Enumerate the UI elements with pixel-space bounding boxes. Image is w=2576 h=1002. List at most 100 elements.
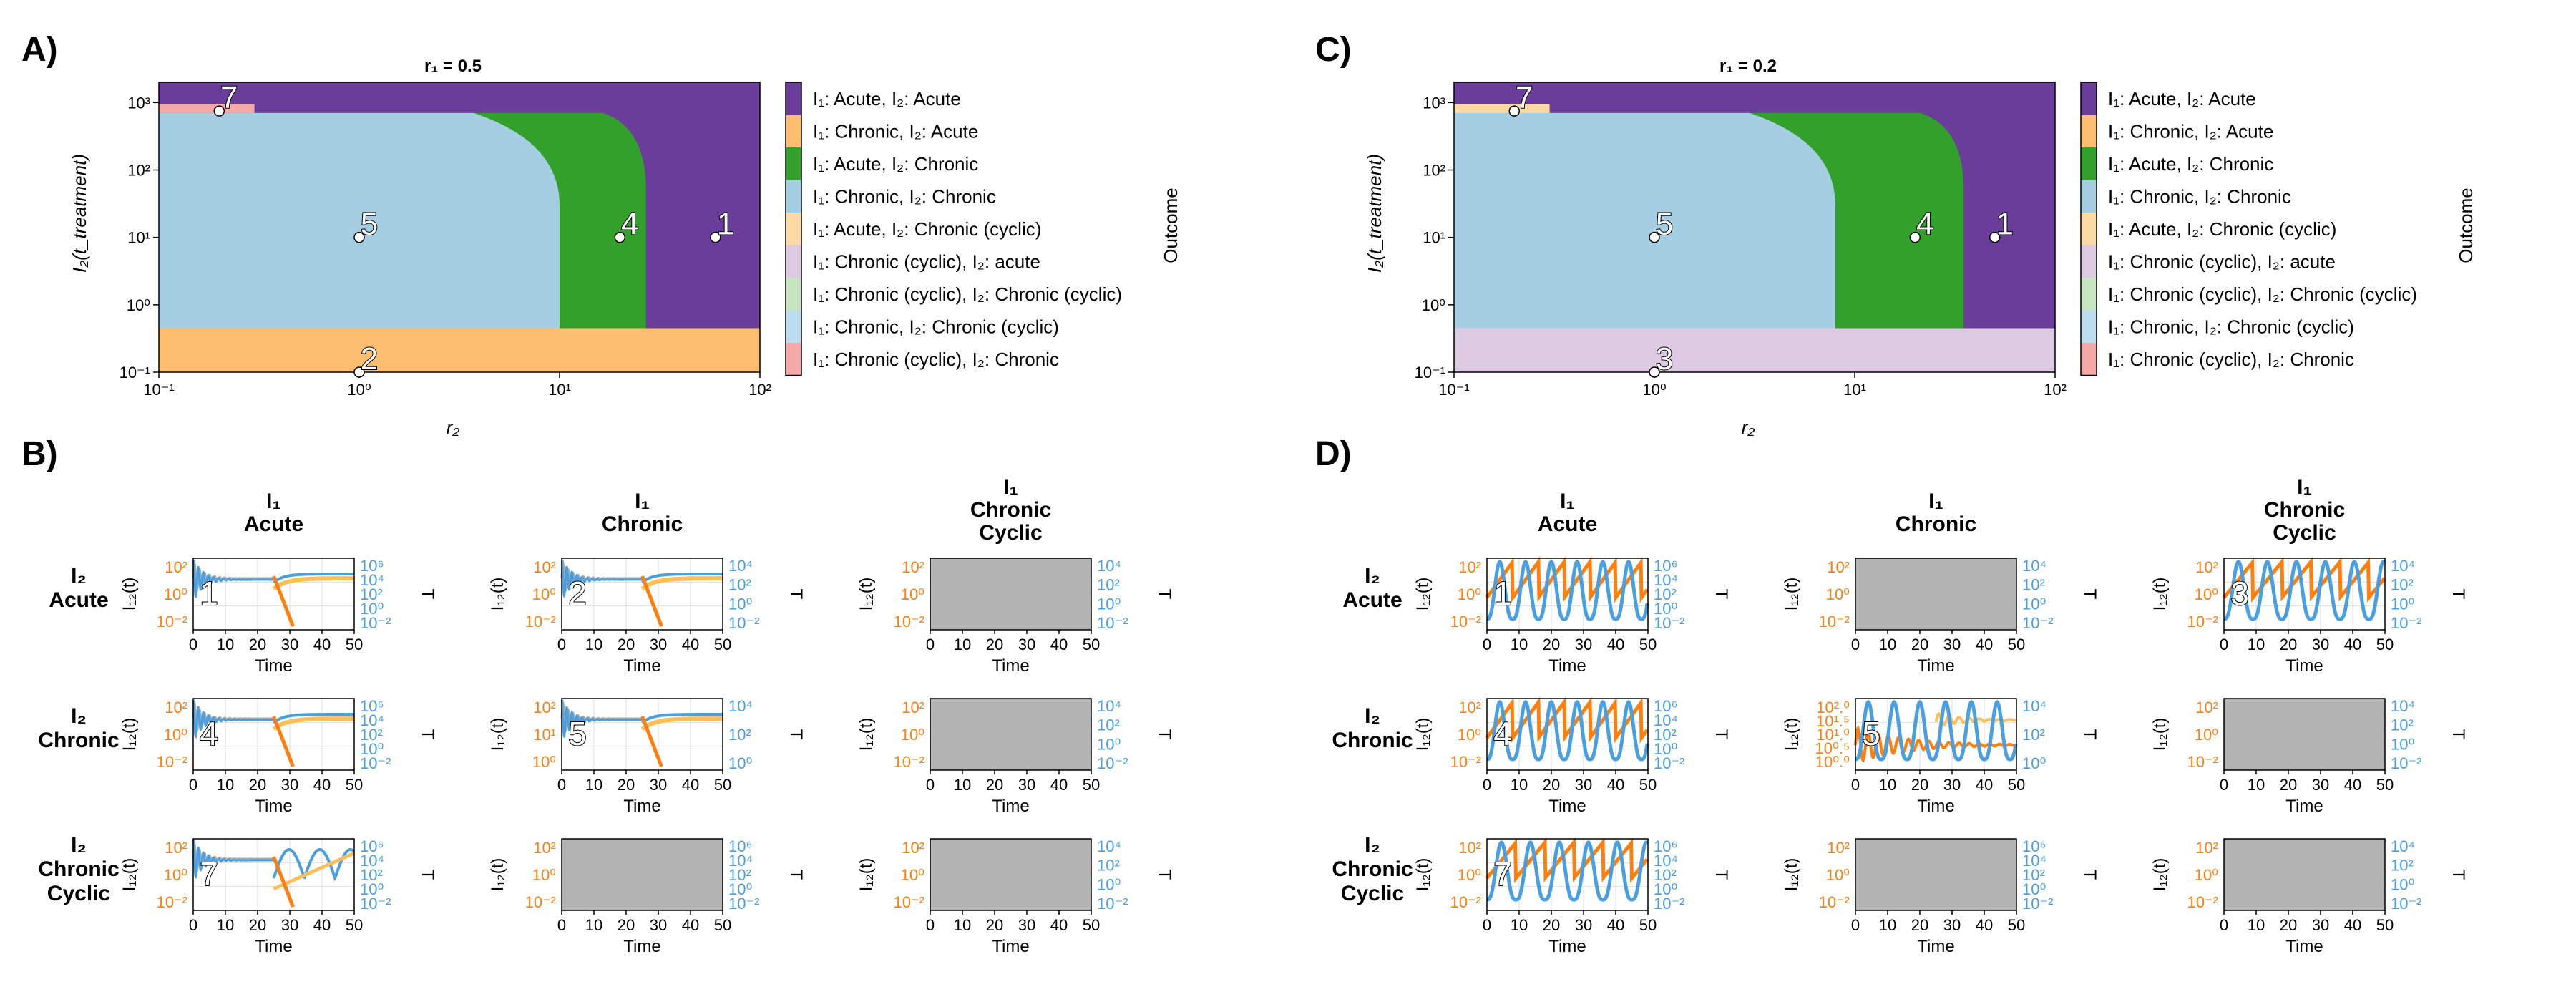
y2-axis-label: T [786,729,806,740]
region-top-strip [159,104,255,113]
left-tick-label: 10⁰ [901,585,924,603]
x-tick-label: 10 [1879,636,1896,653]
right-tick-label: 10⁶ [1654,697,1678,715]
x-tick-label: 50 [2008,776,2025,794]
panel-letter-c: C) [1315,31,1352,69]
legend-c-title: Outcome [2455,188,2477,263]
x-tick-label: 20 [249,776,266,794]
heatmap-a: 10⁻¹ 10⁰ 10¹ 10² 10⁻¹ 10⁰ 10¹ 10² 10³ 7 5 4 1 2 [119,79,771,399]
x-tick-label: 20 [986,916,1003,934]
y2-axis-label: T [1155,729,1174,740]
legend-label: I₁: Acute, I₂: Chronic [2108,153,2273,175]
left-tick-label: 10² [533,558,556,576]
x-tick-label: 10 [2248,636,2265,653]
legend-swatch [786,180,801,213]
right-tick-label: 10⁴ [360,711,384,729]
right-tick-label: 10⁻² [360,754,391,772]
series-i1 [1485,556,1649,603]
y-axis-label: I₁₂(t) [857,578,876,611]
cell-frame [2223,558,2386,631]
left-tick-label: 10⁰ [532,866,556,884]
x-tick-label: 10 [2248,916,2265,934]
y-axis-label: I₁₂(t) [488,578,507,611]
col-header: I₁ [1003,475,1018,499]
col-header: Chronic [2264,498,2345,522]
legend-swatch [2081,278,2097,311]
x-tick-label: 10¹ [1843,381,1866,399]
y-tick-label: 10⁻¹ [1415,364,1445,381]
legend-label: I₁: Chronic, I₂: Chronic (cyclic) [813,316,1059,338]
left-tick-label: 10⁰ [1458,585,1481,603]
x-tick-label: 50 [346,636,363,653]
right-tick-label: 10² [2022,726,2045,744]
row-header: I₂ [1365,704,1380,728]
x-tick-label: 40 [1050,916,1068,934]
x-tick-label: 0 [1483,776,1491,794]
left-tick-label: 10⁰ [164,726,187,744]
x-tick-label: 50 [2008,636,2025,653]
outcome-point [614,231,626,243]
x-tick-label: 10 [217,776,234,794]
cell-frame [1486,838,1649,911]
legend-swatch [2081,115,2097,147]
x-tick-label: 30 [1575,916,1592,934]
right-tick-label: 10⁶ [360,557,384,575]
x-tick-label: 30 [1018,636,1035,653]
x-tick-label: 20 [1543,916,1560,934]
x-tick-label: 30 [1943,776,1961,794]
grid-d: I₁AcuteI₁ChronicI₁ChronicCyclicI₂AcuteI₂… [1332,475,2468,956]
x-tick-label: 0 [1851,916,1860,934]
x-axis-label: Time [1917,937,1954,956]
cell-label: 4 [1493,715,1512,752]
x-tick-label: 0 [557,916,566,934]
legend-swatch [786,278,801,311]
y-tick-label: 10¹ [127,229,150,247]
left-tick-label: 10² [533,699,556,716]
col-header: I₁ [635,490,650,513]
x-tick-label: 30 [650,636,667,653]
row-header: Chronic [1332,729,1413,752]
empty-cell [930,839,1091,910]
panel-letter-d: D) [1315,435,1352,473]
outcome-point [1989,231,2001,243]
right-tick-label: 10⁻² [1097,614,1128,632]
legend-swatch [2081,310,2097,343]
cell-label: 1 [1493,575,1512,612]
right-tick-label: 10⁰ [728,595,752,613]
left-tick-label: 10⁻² [2187,613,2218,631]
legend-c: I₁: Acute, I₂: Acute I₁: Chronic, I₂: Acu… [2080,82,2417,376]
region-chronic-chronic [159,112,560,329]
outcome-point [353,366,365,378]
left-tick-label: 10⁻² [1819,893,1850,911]
y2-axis-label: T [2449,589,2468,600]
point-label: 1 [1996,207,2013,242]
legend-frame [2080,82,2097,376]
y2-axis-label: T [1155,589,1174,600]
legend-swatch [2081,82,2097,115]
x-tick-label: 10 [1511,776,1528,794]
legend-label: I₁: Acute, I₂: Chronic [813,153,978,175]
right-tick-label: 10⁶ [728,837,753,855]
x-tick-label: 50 [346,776,363,794]
x-tick-label: 20 [2280,916,2297,934]
x-tick-label: 20 [249,636,266,653]
cell-label: 7 [1493,855,1512,892]
row-header: I₂ [1365,564,1380,588]
cell-frame [1486,558,1649,631]
point-label: 4 [621,207,638,242]
x-tick-label: 40 [1050,776,1068,794]
x-tick-label: 30 [2312,916,2329,934]
left-tick-label: 10⁰ [532,585,556,603]
left-tick-label: 10⁰ [2195,866,2218,884]
row-header: I₂ [1365,833,1380,857]
left-tick-label: 10² [165,558,187,576]
x-tick-label: 30 [281,636,298,653]
series-i2-post [640,716,723,731]
x-axis-label: Time [2285,797,2323,816]
col-header: Cyclic [979,521,1042,545]
right-tick-label: 10² [1654,866,1677,884]
x-tick-label: 20 [2280,776,2297,794]
right-tick-label: 10² [2391,716,2414,734]
left-tick-label: 10² [165,839,187,857]
